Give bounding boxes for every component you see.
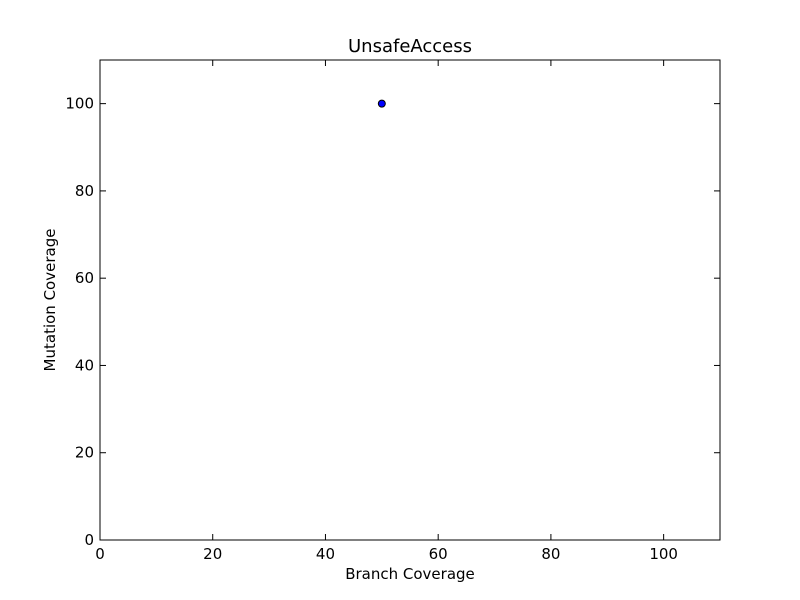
scatter-point <box>377 99 386 108</box>
y-tick-label: 80 <box>75 182 94 200</box>
x-tick-label: 0 <box>95 545 105 563</box>
y-tick-label: 40 <box>75 356 94 374</box>
chart-title: UnsafeAccess <box>348 36 472 57</box>
y-tick-label: 20 <box>75 444 94 462</box>
y-tick-label: 60 <box>75 269 94 287</box>
x-axis-label: Branch Coverage <box>345 565 475 583</box>
x-tick-label: 100 <box>649 545 678 563</box>
y-axis-ticks: 0 20 40 60 80 100 <box>65 95 720 549</box>
x-axis-ticks: 0 20 40 60 80 100 <box>95 60 678 563</box>
data-points <box>377 99 386 108</box>
y-axis-label: Mutation Coverage <box>41 229 59 372</box>
x-tick-label: 20 <box>203 545 222 563</box>
x-tick-label: 60 <box>429 545 448 563</box>
x-tick-label: 80 <box>541 545 560 563</box>
y-tick-label: 100 <box>65 95 94 113</box>
x-tick-label: 40 <box>316 545 335 563</box>
y-tick-label: 0 <box>84 531 94 549</box>
plot-area <box>99 59 721 541</box>
